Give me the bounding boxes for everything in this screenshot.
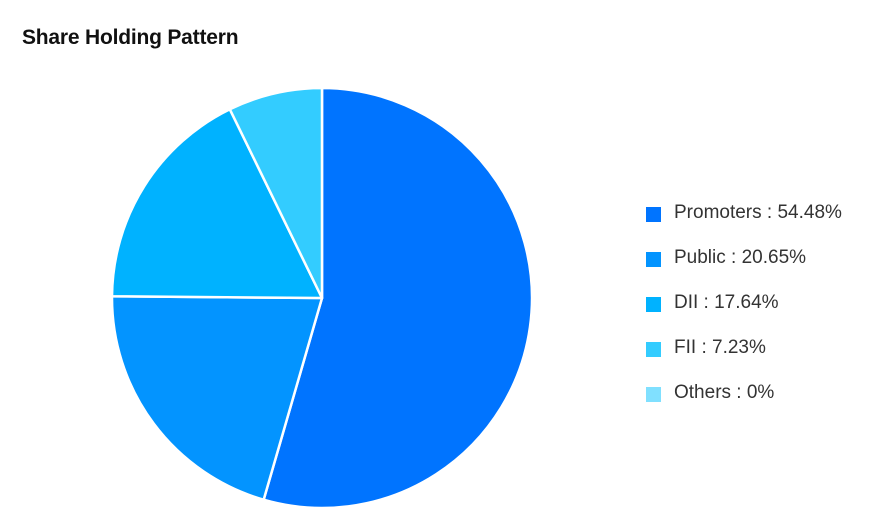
legend-swatch-fii: [646, 342, 661, 357]
legend-label-fii: FII : 7.23%: [674, 336, 766, 358]
legend-label-others: Others : 0%: [674, 381, 775, 403]
legend-item-fii[interactable]: FII : 7.23%: [646, 325, 842, 370]
legend-swatch-promoters: [646, 207, 661, 222]
chart-title: Share Holding Pattern: [22, 26, 239, 49]
pie-slice-fii[interactable]: [228, 86, 324, 300]
chart-legend: Promoters : 54.48% Public : 20.65% DII :…: [646, 190, 842, 415]
legend-swatch-others: [646, 387, 661, 402]
legend-swatch-dii: [646, 297, 661, 312]
legend-swatch-public: [646, 252, 661, 267]
legend-label-public: Public : 20.65%: [674, 246, 807, 268]
legend-label-promoters: Promoters : 54.48%: [674, 201, 842, 223]
legend-item-promoters[interactable]: Promoters : 54.48%: [646, 190, 842, 235]
legend-item-public[interactable]: Public : 20.65%: [646, 235, 842, 280]
pie-slice-promoters[interactable]: [262, 86, 534, 510]
legend-item-others[interactable]: Others : 0%: [646, 370, 842, 415]
legend-label-dii: DII : 17.64%: [674, 291, 779, 313]
pie-slice-dii[interactable]: [110, 108, 324, 300]
pie-slice-public[interactable]: [110, 295, 324, 501]
legend-item-dii[interactable]: DII : 17.64%: [646, 280, 842, 325]
